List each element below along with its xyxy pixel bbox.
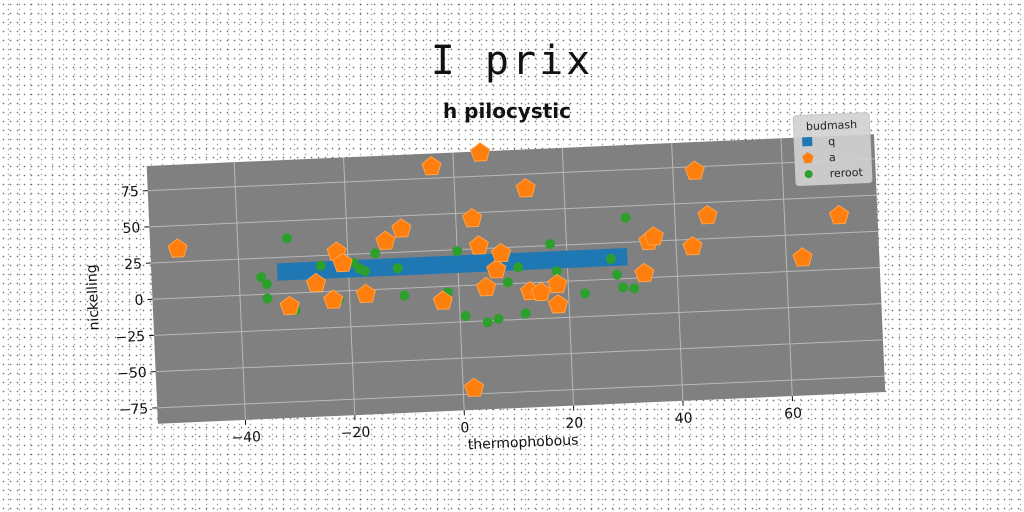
point-a (332, 252, 353, 273)
point-a (421, 155, 442, 176)
point-reroot (620, 212, 631, 223)
point-a (470, 142, 491, 162)
x-grid-line (452, 152, 465, 411)
point-reroot (460, 311, 471, 322)
point-a (684, 160, 705, 180)
x-tick-label: 60 (784, 406, 803, 423)
point-reroot (520, 308, 531, 319)
point-reroot (315, 260, 326, 271)
legend-swatch-q (802, 136, 813, 147)
point-a (323, 289, 344, 309)
legend-swatch-reroot (804, 170, 813, 179)
grid-lines (147, 138, 885, 420)
point-reroot (502, 277, 513, 288)
point-reroot (261, 279, 272, 290)
point-a (515, 177, 536, 198)
point-reroot (605, 253, 616, 264)
y-tick-label: 25 (124, 256, 143, 273)
legend-box (792, 112, 873, 187)
chart-title: h pilocystic (443, 99, 571, 123)
y-axis-label: nickelling (84, 264, 103, 331)
point-a (486, 259, 507, 279)
legend-label-q: q (828, 135, 836, 148)
y-tick-label: 50 (122, 220, 141, 237)
legend-swatch-a (802, 152, 814, 164)
x-tick-label: 20 (565, 415, 584, 432)
point-reroot (262, 293, 273, 304)
x-grid-line (233, 162, 246, 420)
y-tick-label: −50 (117, 365, 147, 382)
legend: budmash q a reroot (792, 112, 873, 187)
point-a (792, 247, 813, 267)
y-tick-label: 0 (134, 293, 144, 309)
point-a (468, 235, 489, 255)
point-reroot (545, 239, 556, 250)
y-grid-line (152, 266, 880, 300)
x-tick-label: 0 (460, 420, 470, 436)
point-a (279, 295, 300, 316)
point-reroot (482, 317, 493, 328)
point-reroot (580, 288, 591, 299)
y-tick-label: 75 (121, 184, 140, 201)
point-a (547, 294, 569, 314)
point-a (475, 276, 497, 297)
plot-area: −40 −20 0 20 40 60 −75 −50 −25 0 25 50 75 thermophob… (84, 112, 886, 453)
point-a (828, 204, 850, 225)
point-a (432, 290, 453, 310)
y-grid-line (149, 194, 877, 228)
y-grid-line (147, 158, 876, 192)
point-reroot (551, 266, 562, 277)
point-reroot (629, 283, 640, 294)
axis-ticks: −40 −20 0 20 40 60 −75 −50 −25 0 25 50 75 (115, 184, 803, 447)
point-reroot (281, 233, 292, 244)
plot-background (146, 134, 886, 424)
point-reroot (370, 248, 381, 259)
y-tick-label: −25 (115, 329, 145, 346)
y-grid-line (155, 339, 883, 373)
point-a (461, 207, 483, 228)
y-grid-line (154, 303, 882, 336)
point-a (490, 242, 512, 263)
point-reroot (612, 269, 623, 280)
x-grid-line (780, 138, 793, 397)
x-grid-line (671, 143, 684, 401)
point-reroot (493, 313, 504, 324)
data-marks (167, 142, 850, 397)
point-reroot (452, 246, 463, 257)
legend-title: budmash (806, 118, 858, 133)
point-reroot (359, 266, 370, 277)
x-tick-label: 40 (674, 410, 693, 427)
point-a (530, 281, 552, 302)
point-reroot (399, 290, 410, 301)
point-a (375, 230, 396, 251)
y-tick-label: −75 (118, 401, 148, 418)
point-reroot (513, 262, 524, 273)
point-a (643, 226, 664, 246)
x-axis-label: thermophobous (467, 432, 578, 453)
x-grid-line (343, 157, 356, 416)
x-tick-label: −40 (231, 429, 261, 446)
point-a (305, 272, 327, 293)
point-a (463, 377, 485, 397)
x-tick-label: −20 (340, 425, 370, 442)
point-a (355, 283, 376, 304)
y-grid-line (157, 375, 885, 409)
point-a (547, 273, 568, 294)
point-reroot (256, 272, 267, 283)
figure-suptitle: I prix (430, 38, 594, 84)
legend-label-a: a (829, 151, 836, 164)
point-a (634, 262, 655, 283)
y-grid-line (150, 230, 879, 264)
point-reroot (392, 263, 403, 274)
point-a (682, 236, 703, 256)
point-a (697, 204, 718, 225)
point-a (391, 218, 412, 238)
point-reroot (618, 282, 629, 293)
legend-label-reroot: reroot (829, 166, 863, 180)
point-a (167, 238, 188, 258)
x-grid-line (561, 147, 575, 406)
